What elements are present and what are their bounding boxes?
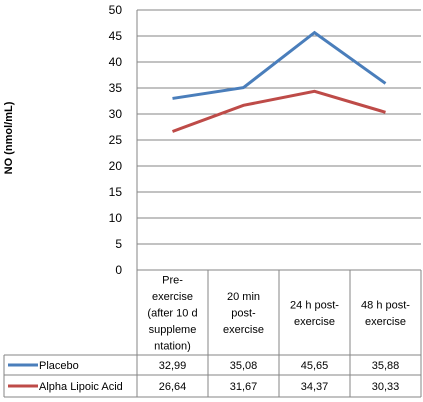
y-tick-label: 50 [109, 3, 123, 17]
y-tick-label: 30 [109, 107, 123, 121]
table-cell-value: 32,99 [159, 360, 187, 372]
table-cell-value: 31,67 [230, 381, 258, 393]
series-line [171, 89, 386, 133]
y-tick-label: 35 [109, 81, 123, 95]
y-tick-label: 25 [109, 133, 123, 147]
category-label: 48 h post-exercise [361, 299, 410, 328]
category-label: Pre-exercise (after 10 d suppleme ntation) [147, 275, 197, 353]
series-lines [171, 30, 387, 133]
y-tick-label: 15 [109, 185, 123, 199]
y-tick-label: 0 [115, 263, 122, 277]
category-label: 24 h post-exercise [290, 299, 339, 328]
table-cell-value: 26,64 [159, 381, 187, 393]
series-line [172, 30, 387, 100]
table-cell-value: 45,65 [301, 360, 329, 372]
gridlines [136, 9, 421, 271]
legend-label: Placebo [39, 360, 79, 372]
y-tick-label: 45 [109, 29, 123, 43]
data-table: Pre-exercise (after 10 d suppleme ntation) 2… [3, 270, 422, 398]
y-tick-label: 5 [115, 237, 122, 251]
y-tick-label: 40 [109, 55, 123, 69]
category-label: 20 min post-exercise [223, 291, 264, 336]
legend-label: Alpha Lipoic Acid [39, 381, 123, 393]
y-tick-label: 20 [109, 159, 123, 173]
table-cell-value: 35,88 [372, 360, 400, 372]
table-cell-value: 34,37 [301, 381, 329, 393]
table-cell-value: 35,08 [230, 360, 258, 372]
table-cell-value: 30,33 [372, 381, 400, 393]
y-tick-label: 10 [109, 211, 123, 225]
y-axis-ticks: 0 5 10 15 20 25 30 35 40 45 50 [109, 3, 123, 277]
y-axis-label: NO (nmol/mL) [3, 101, 15, 174]
